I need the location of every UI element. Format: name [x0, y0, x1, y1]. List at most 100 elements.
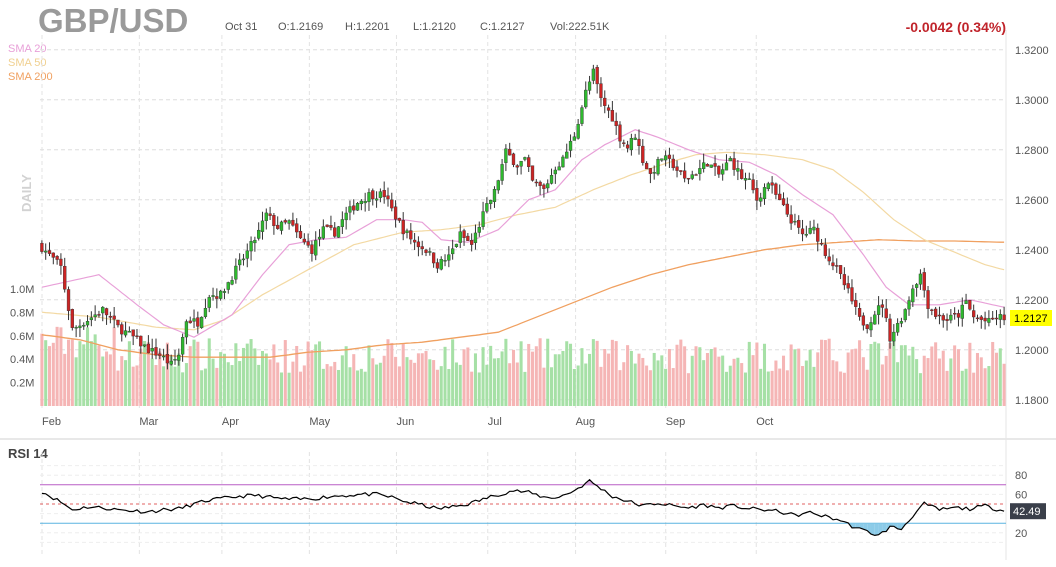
volume-bar [321, 368, 325, 406]
candle-up [911, 288, 915, 303]
candle-up [367, 192, 371, 203]
volume-bar [538, 338, 542, 406]
candle-down [618, 124, 622, 142]
candle-up [249, 241, 253, 252]
candle-up [260, 220, 265, 232]
volume-bar [648, 370, 652, 406]
volume-bar [378, 362, 382, 406]
candle-up [378, 191, 383, 198]
volume-bar [340, 355, 344, 406]
candle-up [565, 151, 569, 159]
candle-down [606, 107, 611, 111]
volume-bar [607, 353, 611, 406]
candle-down [614, 120, 618, 126]
volume-bar [561, 350, 565, 406]
volume-bar [67, 339, 71, 406]
volume-bar [964, 368, 968, 406]
candle-up [348, 206, 352, 213]
candle-up [443, 260, 447, 262]
volume-bar [724, 371, 728, 406]
volume-bar [926, 358, 930, 406]
candle-up [960, 304, 964, 319]
candle-up [766, 183, 770, 190]
candle-down [165, 354, 170, 364]
candle-down [527, 157, 531, 167]
volume-bar [546, 338, 550, 406]
candle-up [747, 178, 751, 180]
volume-bar [679, 339, 683, 406]
volume-bar [470, 371, 474, 406]
volume-bar [333, 361, 337, 406]
volume-bar [382, 355, 386, 406]
candle-down [131, 329, 135, 337]
rsi-oversold-fill [890, 523, 894, 527]
candle-down [435, 262, 440, 269]
candle-up [238, 259, 242, 266]
candle-down [827, 256, 831, 262]
volume-bar [683, 346, 687, 406]
volume-bar [686, 373, 690, 406]
candle-down [352, 205, 356, 211]
candle-down [146, 343, 151, 354]
candle-up [998, 314, 1002, 320]
ohlc-open: O:1.2169 [278, 21, 324, 33]
candle-down [424, 249, 428, 253]
volume-bar [234, 343, 238, 406]
candle-down [371, 190, 375, 200]
candle-down [770, 182, 774, 186]
candle-down [975, 317, 980, 320]
volume-bar [584, 363, 588, 406]
candle-up [557, 166, 561, 171]
rsi-last-label: 42.49 [1013, 506, 1041, 518]
volume-bar [550, 367, 554, 406]
candle-up [454, 243, 459, 248]
volume-bar [523, 371, 527, 406]
candle-up [762, 187, 767, 200]
candle-down [595, 67, 599, 85]
candle-up [180, 336, 185, 355]
volume-bar [432, 360, 436, 406]
candle-down [302, 238, 306, 243]
candle-up [876, 305, 881, 315]
volume-bar [827, 338, 831, 406]
volume-bar [599, 366, 603, 406]
candle-down [291, 219, 295, 226]
volume-bar [287, 372, 291, 406]
candle-up [74, 326, 78, 329]
volume-bar [428, 359, 432, 406]
candle-down [785, 203, 789, 215]
volume-bar [603, 348, 607, 406]
volume-bar [230, 365, 234, 406]
month-tick-label: Apr [222, 416, 239, 428]
volume-bar [154, 365, 158, 406]
candle-up [914, 284, 919, 288]
candle-up [987, 317, 991, 323]
candle-up [652, 172, 656, 174]
candle-down [310, 244, 314, 254]
volume-bar [820, 339, 824, 406]
volume-bar [618, 370, 622, 406]
candle-down [120, 324, 124, 335]
candle-up [907, 300, 911, 310]
volume-bar [736, 357, 740, 406]
volume-bar [751, 355, 755, 406]
volume-bar [880, 364, 884, 406]
candle-down [671, 158, 675, 169]
candle-down [515, 165, 519, 168]
volume-bar [192, 339, 196, 406]
volume-bar [713, 347, 717, 406]
volume-bar [451, 339, 455, 406]
candle-up [903, 309, 907, 321]
volume-bar [295, 345, 299, 406]
candle-down [922, 272, 926, 291]
candle-down [930, 309, 934, 311]
volume-bar [801, 365, 805, 406]
candle-up [450, 248, 455, 255]
candle-up [663, 155, 668, 161]
candle-up [549, 175, 554, 184]
volume-bar [257, 364, 261, 406]
volume-bar [979, 357, 983, 406]
volume-bar [511, 349, 516, 406]
volume-bar [127, 341, 131, 406]
